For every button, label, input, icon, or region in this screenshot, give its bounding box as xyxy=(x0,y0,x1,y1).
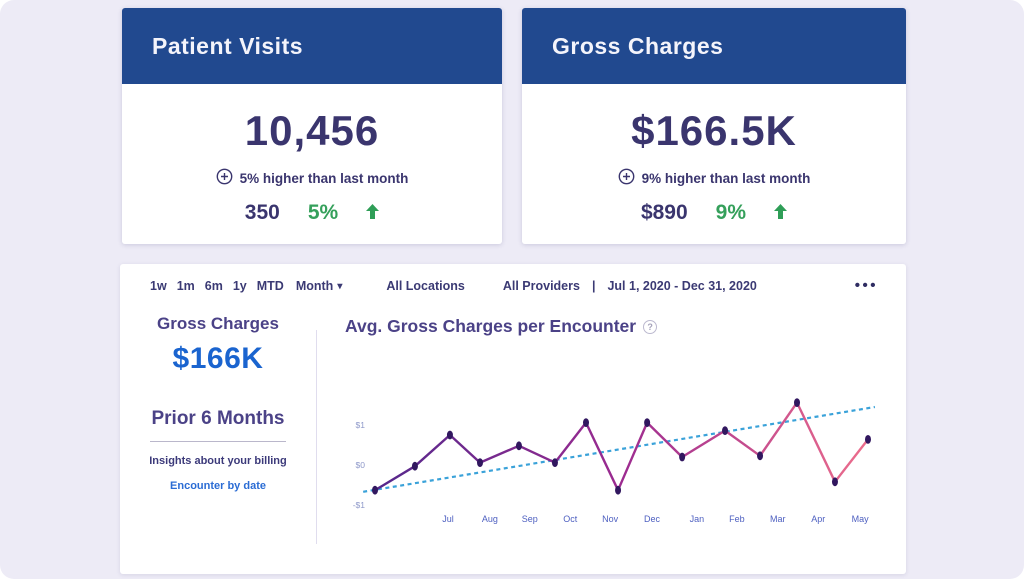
encounter-chart: $1 $0 -$1 Jul Aug Sep Oct Nov Dec Jan Feb Mar Apr May xyxy=(335,385,900,535)
providers-filter[interactable]: All Providers xyxy=(502,279,580,293)
range-1y[interactable]: 1y xyxy=(232,279,247,293)
x-axis-label: Dec xyxy=(644,514,661,524)
chart-title: Avg. Gross Charges per Encounter xyxy=(345,316,637,336)
card-title: Gross Charges xyxy=(522,8,906,84)
card-title: Patient Visits xyxy=(122,8,502,84)
stat-percent: 9% xyxy=(715,201,747,224)
chevron-down-icon: ▾ xyxy=(337,280,343,292)
x-axis-label: Sep xyxy=(522,514,538,524)
data-point-marker xyxy=(583,418,590,427)
summary-title: Gross Charges xyxy=(157,314,279,333)
x-axis-label: Oct xyxy=(563,514,578,524)
stats-row: 350 5% xyxy=(244,201,380,225)
patient-visits-card: Patient Visits 10,456 5% higher than las… xyxy=(122,8,502,244)
stat-value: $890 xyxy=(640,201,688,224)
summary-divider xyxy=(150,441,286,442)
data-point-marker xyxy=(515,441,522,451)
data-point-marker xyxy=(446,430,453,440)
y-axis-tick: -$1 xyxy=(353,500,366,510)
up-arrow-icon xyxy=(366,201,380,225)
overflow-menu-icon[interactable]: ••• xyxy=(854,277,878,294)
data-point-marker xyxy=(411,461,418,471)
data-line xyxy=(373,401,870,492)
chart-title-row: Avg. Gross Charges per Encounter ? xyxy=(345,316,658,337)
encounter-by-date-link[interactable]: Encounter by date xyxy=(170,480,266,492)
data-point-marker xyxy=(477,458,484,467)
vertical-divider xyxy=(316,330,317,544)
x-axis-label: Feb xyxy=(729,514,745,524)
x-axis-label: Nov xyxy=(602,514,619,524)
y-axis-tick: $0 xyxy=(356,460,366,470)
stats-row: $890 9% xyxy=(640,201,788,225)
change-note: 9% higher than last month xyxy=(618,168,811,188)
data-point-marker xyxy=(722,426,729,435)
x-axis-label: Apr xyxy=(811,514,825,524)
data-point-marker xyxy=(551,458,558,467)
x-axis-label: May xyxy=(852,514,870,524)
data-point-marker xyxy=(679,452,686,462)
summary-panel: Gross Charges $166K Prior 6 Months Insig… xyxy=(120,314,316,492)
insights-label: Insights about your billing xyxy=(149,455,287,467)
data-point-marker xyxy=(831,477,838,487)
y-axis-tick: $1 xyxy=(356,420,366,430)
help-icon[interactable]: ? xyxy=(643,319,658,334)
circled-plus-icon xyxy=(216,168,233,188)
analytics-panel: 1w 1m 6m 1y MTD Month ▾ All Locations Al… xyxy=(120,264,906,574)
date-range-picker[interactable]: Jul 1, 2020 - Dec 31, 2020 xyxy=(607,279,757,293)
gross-charges-value: $166.5K xyxy=(631,107,797,154)
filter-separator: | xyxy=(591,279,596,293)
summary-subtitle: Prior 6 Months xyxy=(151,408,285,429)
toolbar: 1w 1m 6m 1y MTD Month ▾ All Locations Al… xyxy=(150,276,878,296)
data-point-marker xyxy=(794,398,801,407)
period-dropdown[interactable]: Month ▾ xyxy=(296,279,343,293)
x-axis-label: Mar xyxy=(770,514,786,524)
summary-value: $166K xyxy=(172,342,264,375)
locations-filter[interactable]: All Locations xyxy=(386,279,465,293)
patient-visits-value: 10,456 xyxy=(244,107,380,154)
range-1m[interactable]: 1m xyxy=(176,279,195,293)
x-axis-label: Aug xyxy=(482,514,498,524)
period-dropdown-label: Month xyxy=(295,279,334,293)
stat-percent: 5% xyxy=(307,201,339,224)
stat-value: 350 xyxy=(244,201,280,224)
data-point-marker xyxy=(644,418,651,427)
x-axis-label: Jan xyxy=(690,514,705,524)
gross-charges-card: Gross Charges $166.5K 9% higher than las… xyxy=(522,8,906,244)
trend-line xyxy=(362,405,876,493)
change-note: 5% higher than last month xyxy=(216,168,409,188)
x-axis-label: Jul xyxy=(442,514,454,524)
line-chart-svg: $1 $0 -$1 Jul Aug Sep Oct Nov Dec Jan Feb Mar Apr May xyxy=(353,398,876,524)
range-6m[interactable]: 6m xyxy=(204,279,223,293)
change-note-text: 9% higher than last month xyxy=(641,170,811,186)
data-point-marker xyxy=(615,485,622,495)
circled-plus-icon xyxy=(618,168,635,188)
data-point-marker xyxy=(757,451,764,461)
data-point-marker xyxy=(865,435,871,444)
time-range-group: 1w 1m 6m 1y MTD xyxy=(150,279,284,293)
data-point-marker xyxy=(372,485,378,495)
change-note-text: 5% higher than last month xyxy=(239,170,409,186)
range-mtd[interactable]: MTD xyxy=(256,279,284,293)
range-1w[interactable]: 1w xyxy=(150,279,167,293)
up-arrow-icon xyxy=(774,201,788,225)
